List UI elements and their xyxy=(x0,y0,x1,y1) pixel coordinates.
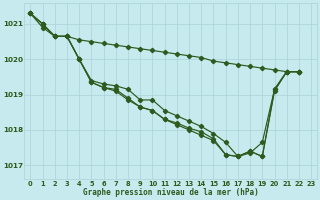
X-axis label: Graphe pression niveau de la mer (hPa): Graphe pression niveau de la mer (hPa) xyxy=(83,188,259,197)
